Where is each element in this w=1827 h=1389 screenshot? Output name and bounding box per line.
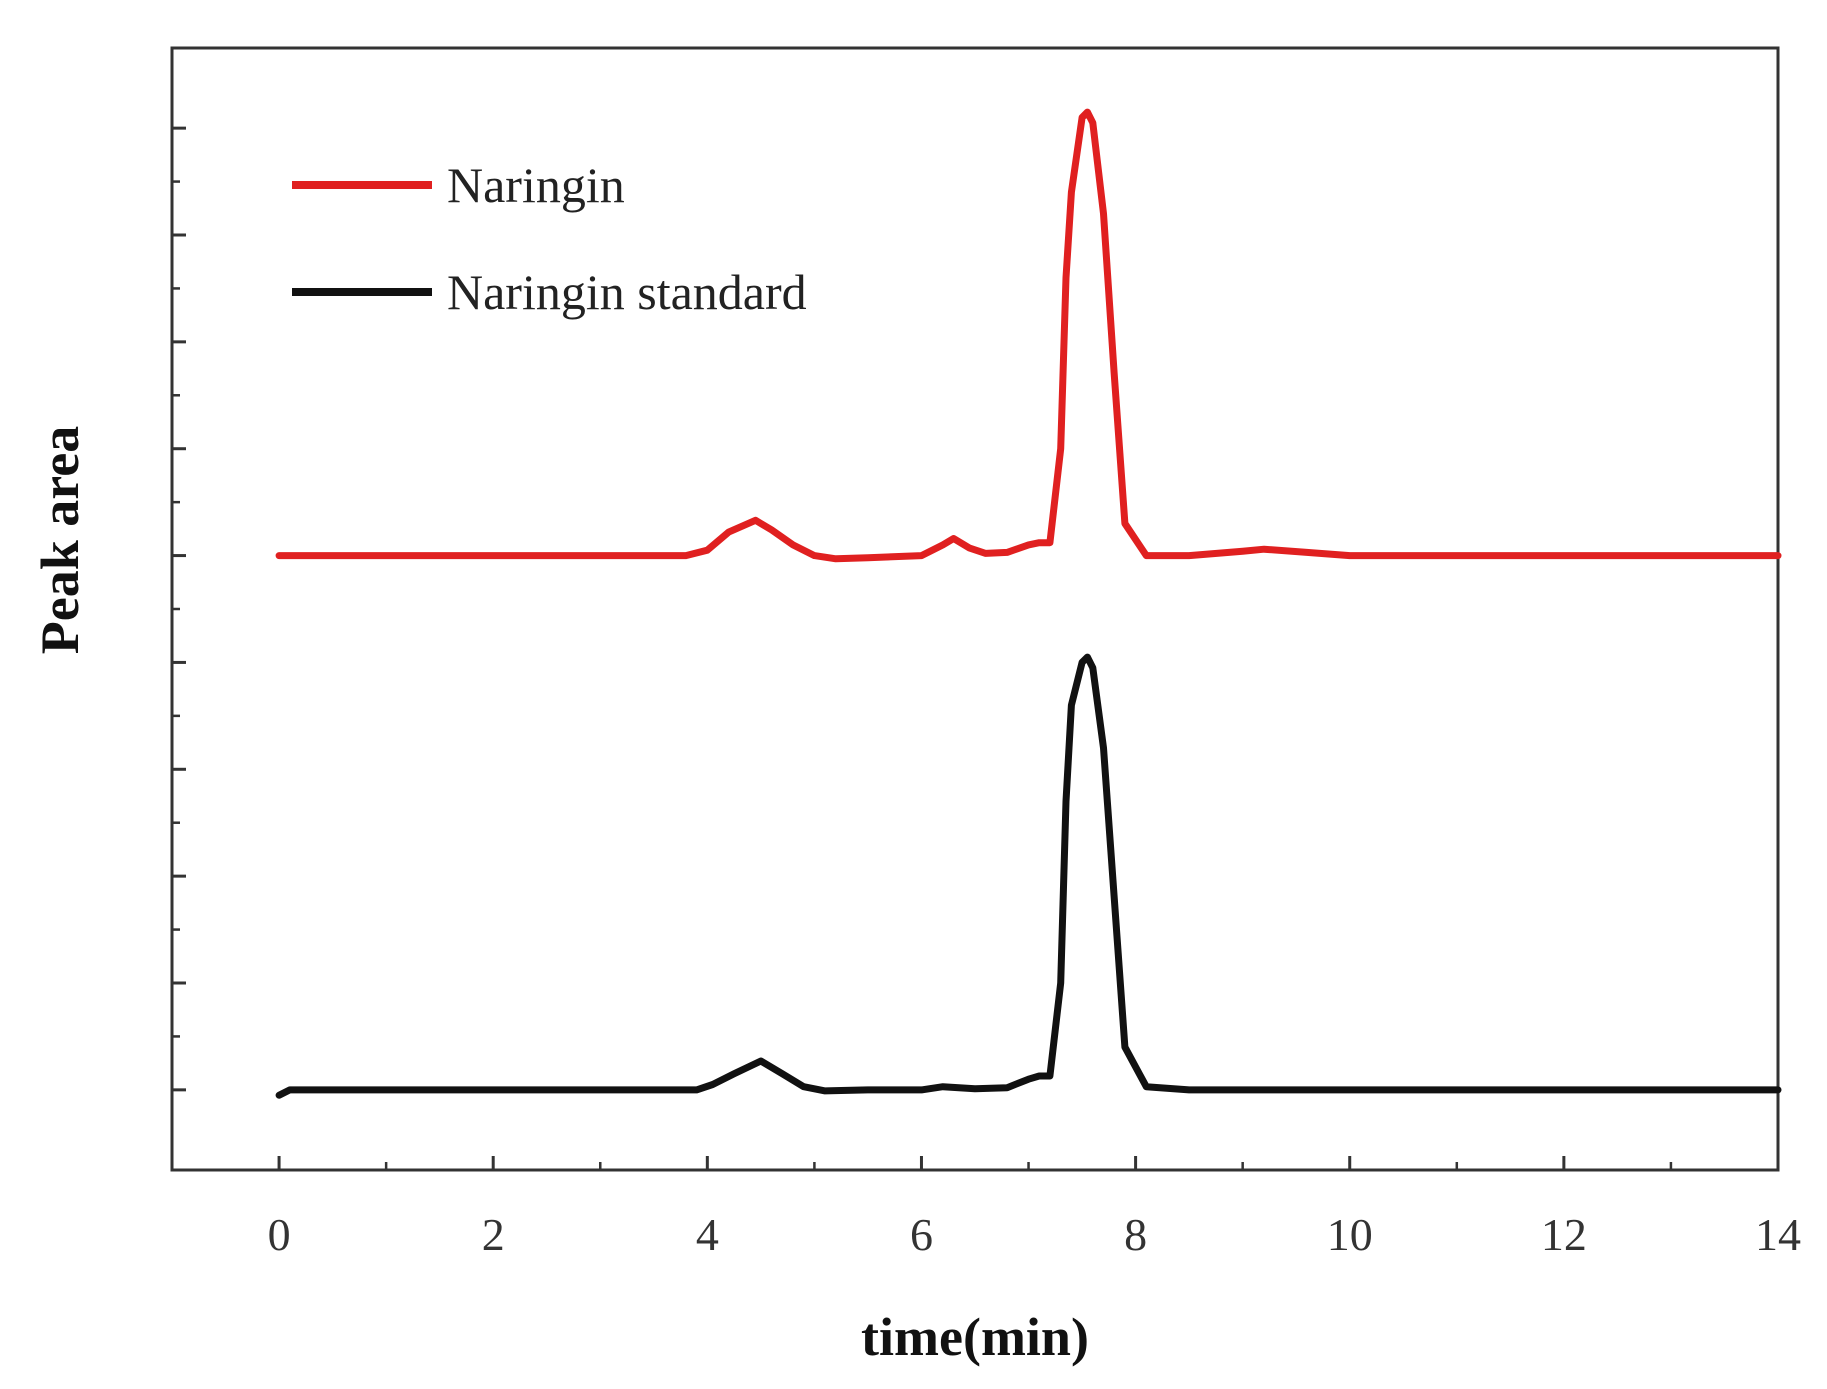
x-tick-label: 10 [1327, 1209, 1373, 1260]
x-tick-label: 12 [1541, 1209, 1587, 1260]
legend-label-naringin-standard: Naringin standard [447, 264, 807, 320]
y-axis-ticks [172, 126, 186, 1092]
legend-label-naringin: Naringin [447, 157, 625, 213]
x-axis-title: time(min) [861, 1307, 1089, 1367]
x-tick-label: 2 [482, 1209, 505, 1260]
series-layer [275, 108, 1782, 1099]
series-line-naringin-standard [275, 653, 1782, 1099]
y-axis-title: Peak area [30, 426, 90, 654]
series-line-naringin [275, 108, 1782, 563]
plot-frame [170, 46, 1780, 1172]
x-tick-label: 6 [910, 1209, 933, 1260]
x-tick-label: 8 [1124, 1209, 1147, 1260]
legend: Naringin Naringin standard [292, 157, 807, 320]
x-tick-label: 0 [268, 1209, 291, 1260]
x-tick-label: 14 [1755, 1209, 1801, 1260]
x-tick-label: 4 [696, 1209, 719, 1260]
x-axis-ticks: 0 2 4 6 8 10 12 14 [170, 1156, 1801, 1260]
